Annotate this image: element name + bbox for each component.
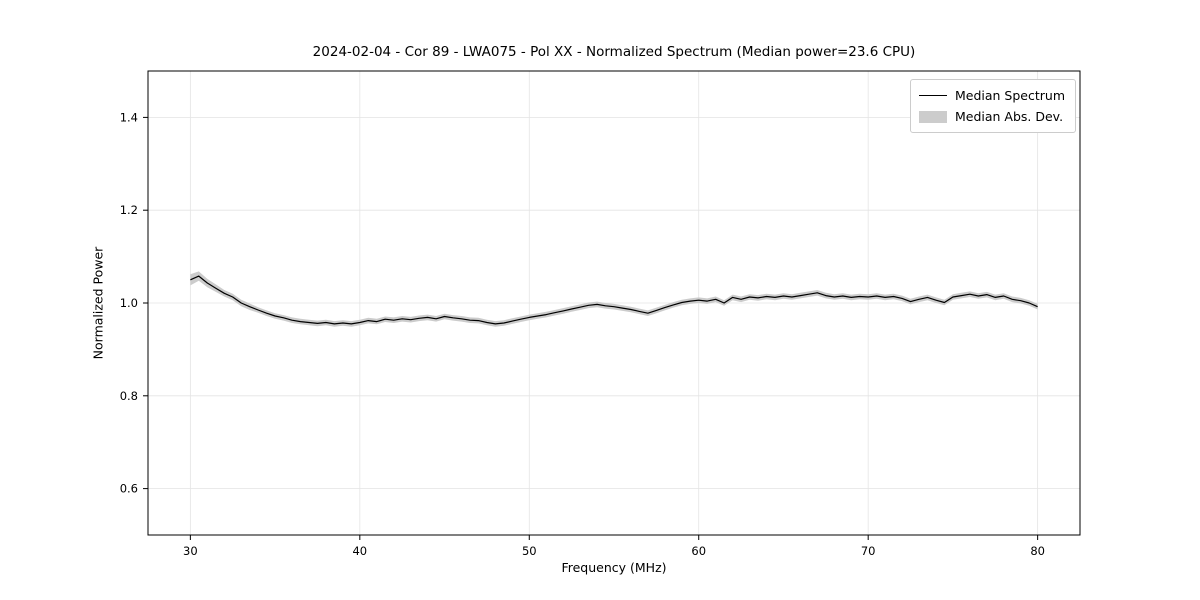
legend: Median Spectrum Median Abs. Dev. xyxy=(909,79,1076,133)
svg-text:30: 30 xyxy=(183,544,198,558)
svg-text:1.0: 1.0 xyxy=(120,296,138,310)
svg-text:60: 60 xyxy=(691,544,706,558)
svg-text:1.4: 1.4 xyxy=(120,110,138,124)
svg-text:80: 80 xyxy=(1030,544,1045,558)
legend-item-median-spectrum: Median Spectrum xyxy=(918,85,1065,106)
line-sample-icon xyxy=(918,95,947,96)
legend-label-median-abs-dev: Median Abs. Dev. xyxy=(954,109,1064,124)
svg-text:0.6: 0.6 xyxy=(120,482,138,496)
legend-item-median-abs-dev: Median Abs. Dev. xyxy=(918,106,1065,127)
x-axis-label: Frequency (MHz) xyxy=(561,560,667,575)
svg-text:50: 50 xyxy=(522,544,537,558)
patch-sample-icon xyxy=(918,110,947,123)
svg-text:0.8: 0.8 xyxy=(120,389,138,403)
chart-title: 2024-02-04 - Cor 89 - LWA075 - Pol XX - … xyxy=(312,44,916,60)
svg-text:1.2: 1.2 xyxy=(120,203,138,217)
legend-label-median-spectrum: Median Spectrum xyxy=(954,88,1065,103)
svg-text:70: 70 xyxy=(861,544,876,558)
svg-text:40: 40 xyxy=(352,544,367,558)
y-axis-label: Normalized Power xyxy=(90,246,106,360)
